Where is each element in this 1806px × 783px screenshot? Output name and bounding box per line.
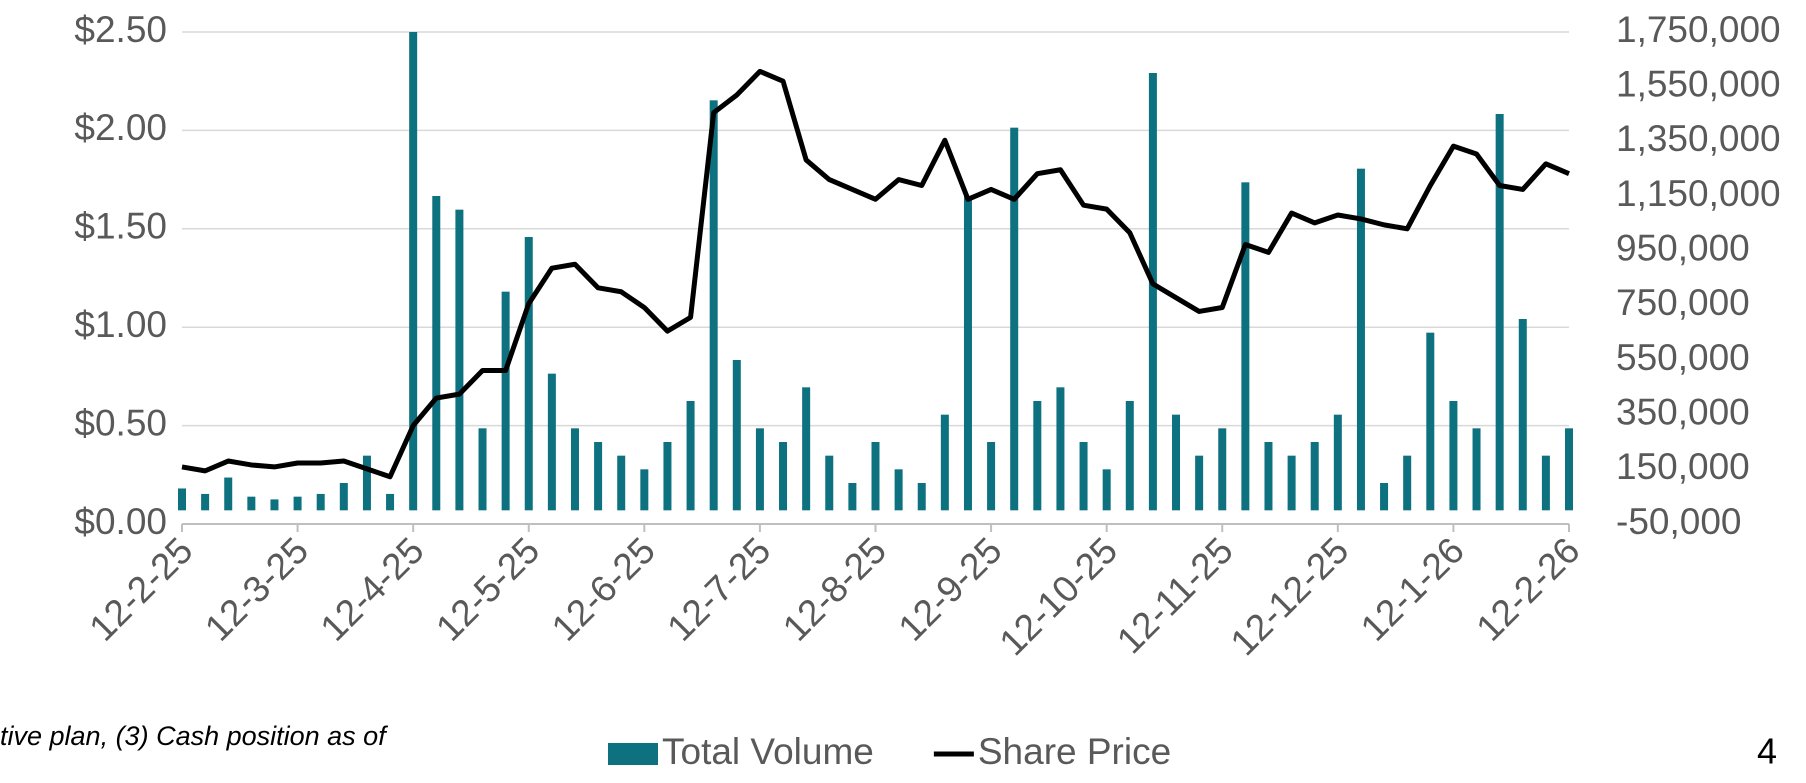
y2-tick-label: 950,000 bbox=[1616, 227, 1750, 268]
bar bbox=[409, 32, 418, 511]
x-tick-label: 12-11-25 bbox=[1109, 530, 1241, 662]
bar bbox=[1241, 182, 1250, 511]
x-tick-label: 12-1-26 bbox=[1353, 530, 1472, 649]
x-tick-label: 12-2-25 bbox=[81, 530, 200, 649]
bar bbox=[1426, 332, 1435, 511]
x-tick-label: 12-4-25 bbox=[313, 530, 432, 649]
bar bbox=[755, 428, 764, 511]
bar bbox=[1449, 401, 1458, 511]
x-tick-label: 12-10-25 bbox=[992, 530, 1126, 664]
bar bbox=[963, 196, 972, 511]
bar bbox=[1148, 73, 1157, 511]
bar bbox=[1356, 168, 1365, 511]
bar bbox=[940, 414, 949, 511]
bar bbox=[201, 493, 210, 511]
bar bbox=[1518, 319, 1527, 511]
bar bbox=[1541, 455, 1550, 511]
y2-tick-label: 1,150,000 bbox=[1616, 173, 1781, 214]
bar bbox=[478, 428, 487, 511]
price-line bbox=[181, 68, 1570, 480]
bar bbox=[270, 499, 279, 511]
bar bbox=[686, 401, 695, 511]
footnote: tive plan, (3) Cash position as of bbox=[0, 721, 388, 751]
y2-tick-label: 550,000 bbox=[1616, 337, 1750, 378]
bar bbox=[594, 442, 603, 511]
x-tick-label: 12-6-25 bbox=[544, 530, 663, 649]
bar bbox=[917, 483, 926, 511]
x-tick-label: 12-8-25 bbox=[775, 530, 894, 649]
bar bbox=[732, 360, 741, 511]
y2-tick-label: 1,750,000 bbox=[1616, 9, 1781, 50]
bar bbox=[1333, 414, 1342, 511]
bar bbox=[617, 455, 626, 511]
bar bbox=[1102, 469, 1111, 511]
bar bbox=[339, 483, 348, 511]
bar bbox=[362, 455, 371, 511]
bar bbox=[1010, 127, 1019, 511]
x-tick-label: 12-9-25 bbox=[890, 530, 1009, 649]
page-number: 4 bbox=[1757, 731, 1777, 772]
y-tick-label: $1.50 bbox=[74, 206, 167, 247]
bar bbox=[1264, 442, 1273, 511]
y-tick-label: $0.50 bbox=[74, 402, 167, 443]
bar bbox=[640, 469, 649, 511]
bar bbox=[1195, 455, 1204, 511]
bar bbox=[570, 428, 579, 511]
bar bbox=[524, 237, 533, 511]
y-tick-label: $2.00 bbox=[74, 107, 167, 148]
legend-label: Share Price bbox=[978, 731, 1171, 772]
bar bbox=[1310, 442, 1319, 511]
bar bbox=[501, 291, 510, 511]
legend-label: Total Volume bbox=[662, 731, 874, 772]
bar bbox=[1079, 442, 1088, 511]
y-tick-label: $1.00 bbox=[74, 304, 167, 345]
bar bbox=[663, 442, 672, 511]
bar bbox=[894, 469, 903, 511]
legend-swatch bbox=[608, 743, 658, 765]
y2-tick-label: -50,000 bbox=[1616, 501, 1742, 542]
bar bbox=[1403, 455, 1412, 511]
bar bbox=[871, 442, 880, 511]
y-tick-label: $0.00 bbox=[74, 501, 167, 542]
bar bbox=[709, 100, 718, 511]
bar bbox=[386, 493, 395, 511]
bar bbox=[316, 493, 325, 511]
y2-tick-label: 1,550,000 bbox=[1616, 63, 1781, 104]
bar bbox=[1218, 428, 1227, 511]
bar bbox=[1472, 428, 1481, 511]
bar bbox=[1287, 455, 1296, 511]
bar bbox=[293, 496, 302, 511]
x-tick-label: 12-12-25 bbox=[1223, 530, 1357, 664]
bar bbox=[1125, 401, 1134, 511]
y-tick-label: $2.50 bbox=[74, 9, 167, 50]
bar bbox=[1033, 401, 1042, 511]
x-tick-label: 12-5-25 bbox=[428, 530, 547, 649]
bar bbox=[1172, 414, 1181, 511]
bar bbox=[1380, 483, 1389, 511]
bar bbox=[178, 488, 186, 511]
bar bbox=[987, 442, 996, 511]
bar bbox=[247, 496, 256, 511]
bar bbox=[432, 196, 441, 511]
bar bbox=[779, 442, 788, 511]
bar bbox=[848, 483, 857, 511]
bar bbox=[1056, 387, 1065, 511]
x-tick-label: 12-2-26 bbox=[1468, 530, 1587, 649]
y2-tick-label: 150,000 bbox=[1616, 446, 1750, 487]
bar bbox=[547, 373, 556, 511]
y2-tick-label: 350,000 bbox=[1616, 391, 1750, 432]
bar bbox=[802, 387, 811, 511]
y2-tick-label: 1,350,000 bbox=[1616, 118, 1781, 159]
bar bbox=[455, 209, 464, 511]
x-tick-label: 12-3-25 bbox=[197, 530, 316, 649]
bar bbox=[224, 477, 233, 511]
bar bbox=[825, 455, 834, 511]
x-tick-label: 12-7-25 bbox=[659, 530, 778, 649]
bar bbox=[1565, 428, 1573, 511]
bar bbox=[1495, 114, 1504, 511]
y2-tick-label: 750,000 bbox=[1616, 282, 1750, 323]
